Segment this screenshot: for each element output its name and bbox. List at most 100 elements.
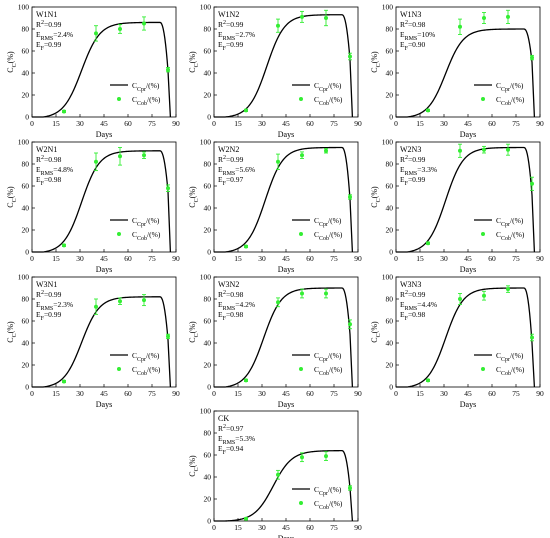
observed-point <box>142 298 146 303</box>
panel-stat: ERMS=5.3% <box>218 434 255 446</box>
x-tick-label: 30 <box>76 119 84 128</box>
observed-point <box>244 108 248 113</box>
legend-label-predicted: CCpr/(%) <box>496 351 524 363</box>
simulated-curve <box>214 14 354 118</box>
x-tick-label: 45 <box>464 254 472 263</box>
y-axis-label: CC(%) <box>6 186 18 208</box>
y-tick-label: 60 <box>204 317 212 326</box>
y-axis-label: CC(%) <box>188 186 200 208</box>
x-tick-label: 75 <box>512 119 520 128</box>
x-tick-label: 60 <box>306 389 314 398</box>
x-tick-label: 15 <box>234 523 242 532</box>
x-tick-label: 0 <box>212 523 216 532</box>
observed-point <box>276 472 280 477</box>
x-tick-label: 45 <box>282 119 290 128</box>
panel-stat: R2=0.99 <box>36 290 62 299</box>
legend-label-observed: CCob/(%) <box>314 499 343 511</box>
observed-point <box>482 293 486 298</box>
x-tick-label: 15 <box>416 389 424 398</box>
y-tick-label: 100 <box>382 3 394 12</box>
observed-point <box>324 291 328 296</box>
observed-point <box>458 24 462 29</box>
y-tick-label: 100 <box>200 138 212 147</box>
x-tick-label: 15 <box>234 254 242 263</box>
y-axis-label: CC(%) <box>370 321 382 343</box>
y-tick-label: 80 <box>204 429 212 438</box>
panel-label: W2N3 <box>400 145 421 154</box>
x-tick-label: 0 <box>394 389 398 398</box>
x-tick-label: 30 <box>76 389 84 398</box>
panel-label: W1N3 <box>400 10 421 19</box>
x-tick-label: 90 <box>354 119 362 128</box>
panel-stat: ERMS=2.3% <box>36 300 73 312</box>
y-tick-label: 60 <box>386 317 394 326</box>
legend-label-predicted: CCpr/(%) <box>132 81 160 93</box>
chart-panel-w1n3: 0 15 30 45 60 75 90 0 20 40 60 80 100 Days CC(%) W1N3R2… <box>370 3 544 140</box>
simulated-curve <box>214 287 354 388</box>
y-tick-label: 20 <box>204 91 212 100</box>
x-axis-label: Days <box>96 400 112 409</box>
y-tick-label: 80 <box>204 160 212 169</box>
simulated-curve <box>396 28 536 118</box>
x-tick-label: 15 <box>52 119 60 128</box>
legend-point-swatch <box>117 232 121 236</box>
panel-stat: R2=0.99 <box>218 20 244 29</box>
y-axis-label: CC(%) <box>188 51 200 73</box>
observed-point <box>458 297 462 301</box>
observed-point <box>530 335 534 340</box>
x-tick-label: 45 <box>100 389 108 398</box>
panel-label: W1N1 <box>36 10 57 19</box>
legend-label-observed: CCob/(%) <box>496 95 525 107</box>
x-tick-label: 75 <box>512 389 520 398</box>
observed-point <box>94 304 98 309</box>
chart-panel-w1n1: 0 15 30 45 60 75 90 0 20 40 60 80 100 Days CC(%) W1N1R2… <box>6 3 180 140</box>
legend-label-observed: CCob/(%) <box>314 95 343 107</box>
x-tick-label: 60 <box>124 389 132 398</box>
y-tick-label: 100 <box>18 138 30 147</box>
chart-panel-w1n2: 0 15 30 45 60 75 90 0 20 40 60 80 100 Days CC(%) W1N2R2… <box>188 3 362 140</box>
chart-panel-w2n2: 0 15 30 45 60 75 90 0 20 40 60 80 100 Days CC(%) W2N2R2… <box>188 138 362 275</box>
y-tick-label: 20 <box>386 91 394 100</box>
observed-point <box>426 241 430 246</box>
panel-stat: EF=0.98 <box>400 310 426 322</box>
observed-point <box>118 27 122 31</box>
legend-label-predicted: CCpr/(%) <box>314 216 342 228</box>
observed-point <box>530 181 534 186</box>
panel-label: W2N2 <box>218 145 239 154</box>
x-tick-label: 75 <box>330 119 338 128</box>
chart-panel-w3n3: 0 15 30 45 60 75 90 0 20 40 60 80 100 Days CC(%) W3N3R2… <box>370 273 544 410</box>
panel-stat: R2=0.99 <box>400 290 426 299</box>
observed-point <box>324 454 328 459</box>
observed-point <box>118 299 122 304</box>
y-tick-label: 80 <box>386 25 394 34</box>
chart-panel-ck: 0 15 30 45 60 75 90 0 20 40 60 80 100 Days CC(%) CKR2=0… <box>188 407 362 538</box>
observed-point <box>166 186 170 191</box>
observed-point <box>482 16 486 20</box>
y-tick-label: 0 <box>25 113 29 122</box>
y-tick-label: 40 <box>386 204 394 213</box>
legend-point-swatch <box>299 97 303 101</box>
observed-point <box>62 243 66 248</box>
x-tick-label: 30 <box>258 523 266 532</box>
x-tick-label: 60 <box>488 389 496 398</box>
observed-point <box>324 16 328 20</box>
legend-label-predicted: CCpr/(%) <box>314 485 342 497</box>
x-tick-label: 30 <box>258 389 266 398</box>
simulated-curve <box>396 287 536 388</box>
y-tick-label: 0 <box>25 383 29 392</box>
panel-label: W3N2 <box>218 280 239 289</box>
panel-stat: ERMS=5.6% <box>218 165 255 177</box>
simulated-curve <box>214 450 354 522</box>
x-tick-label: 0 <box>30 119 34 128</box>
x-tick-label: 0 <box>394 119 398 128</box>
legend-point-swatch <box>299 232 303 236</box>
x-tick-label: 60 <box>306 119 314 128</box>
y-tick-label: 40 <box>22 339 30 348</box>
y-tick-label: 20 <box>22 361 30 370</box>
x-tick-label: 90 <box>536 119 544 128</box>
y-tick-label: 80 <box>386 160 394 169</box>
observed-point <box>94 159 98 164</box>
y-tick-label: 80 <box>22 25 30 34</box>
y-tick-label: 40 <box>204 473 212 482</box>
